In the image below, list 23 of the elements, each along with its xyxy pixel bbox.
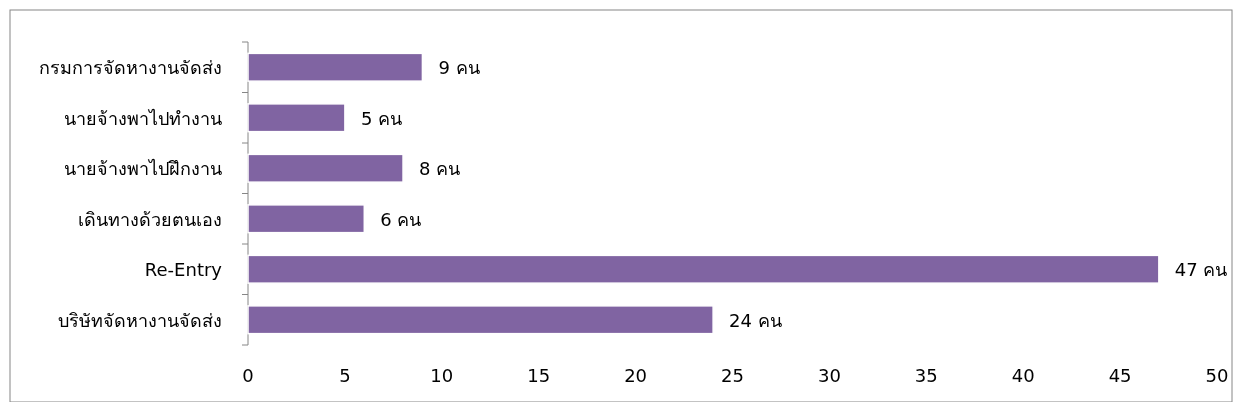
y-tick-label: Re-Entry: [144, 259, 223, 281]
x-tick-label: 15: [527, 365, 551, 386]
x-tick-label: 45: [1108, 365, 1132, 386]
y-tick-label: นายจ้างพาไปฝึกงาน: [64, 158, 222, 180]
x-tick-label: 35: [914, 365, 938, 386]
x-tick-label: 20: [624, 365, 648, 386]
data-label: 9 คน: [438, 57, 480, 79]
y-tick-label: บริษัทจัดหางานจัดส่ง: [58, 309, 222, 331]
data-label: 24 คน: [729, 309, 782, 331]
data-label: 47 คน: [1174, 259, 1228, 281]
x-tick-label: 5: [339, 365, 351, 386]
x-tick-label: 50: [1205, 365, 1229, 386]
x-tick-label: 0: [242, 365, 254, 386]
x-tick-label: 10: [430, 365, 454, 386]
y-tick-label: เดินทางด้วยตนเอง: [78, 208, 222, 230]
data-label: 5 คน: [360, 107, 403, 129]
data-label: 8 คน: [419, 158, 461, 180]
y-tick-label: นายจ้างพาไปทำงาน: [64, 107, 222, 129]
x-tick-label: 40: [1011, 365, 1035, 386]
data-label: 6 คน: [380, 208, 422, 230]
y-tick-label: กรมการจัดหางานจัดส่ง: [39, 57, 222, 79]
x-tick-label: 30: [817, 365, 841, 386]
x-tick-label: 25: [721, 365, 744, 386]
